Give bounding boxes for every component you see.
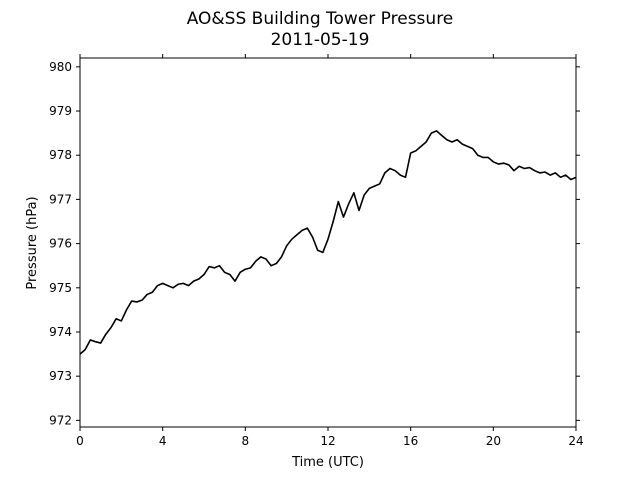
x-tick-label: 8 — [242, 434, 250, 448]
x-tick-label: 24 — [568, 434, 583, 448]
y-tick-label: 977 — [49, 192, 72, 206]
x-tick-label: 20 — [486, 434, 501, 448]
plot-frame — [79, 57, 577, 428]
y-tick-label: 973 — [49, 369, 72, 383]
axis-ticks — [76, 54, 580, 431]
y-tick-label: 979 — [49, 104, 72, 118]
tick-labels: 0 4 8 12 16 20 24 972 973 974 975 976 977 978 979 980 — [49, 60, 584, 448]
x-tick-label: 4 — [159, 434, 167, 448]
y-tick-label: 978 — [49, 148, 72, 162]
x-axis-label: Time (UTC) — [291, 455, 364, 470]
y-tick-label: 972 — [49, 413, 72, 427]
y-tick-label: 974 — [49, 325, 72, 339]
y-tick-label: 980 — [49, 60, 72, 74]
y-tick-label: 976 — [49, 237, 72, 251]
x-tick-label: 0 — [76, 434, 84, 448]
y-tick-label: 975 — [49, 281, 72, 295]
chart-title: AO&SS Building Tower Pressure — [187, 9, 454, 29]
x-tick-label: 16 — [403, 434, 418, 448]
chart-subtitle: 2011-05-19 — [271, 30, 370, 50]
y-axis-label: Pressure (hPa) — [25, 196, 40, 289]
x-tick-label: 12 — [320, 434, 335, 448]
pressure-series-line — [79, 130, 577, 355]
